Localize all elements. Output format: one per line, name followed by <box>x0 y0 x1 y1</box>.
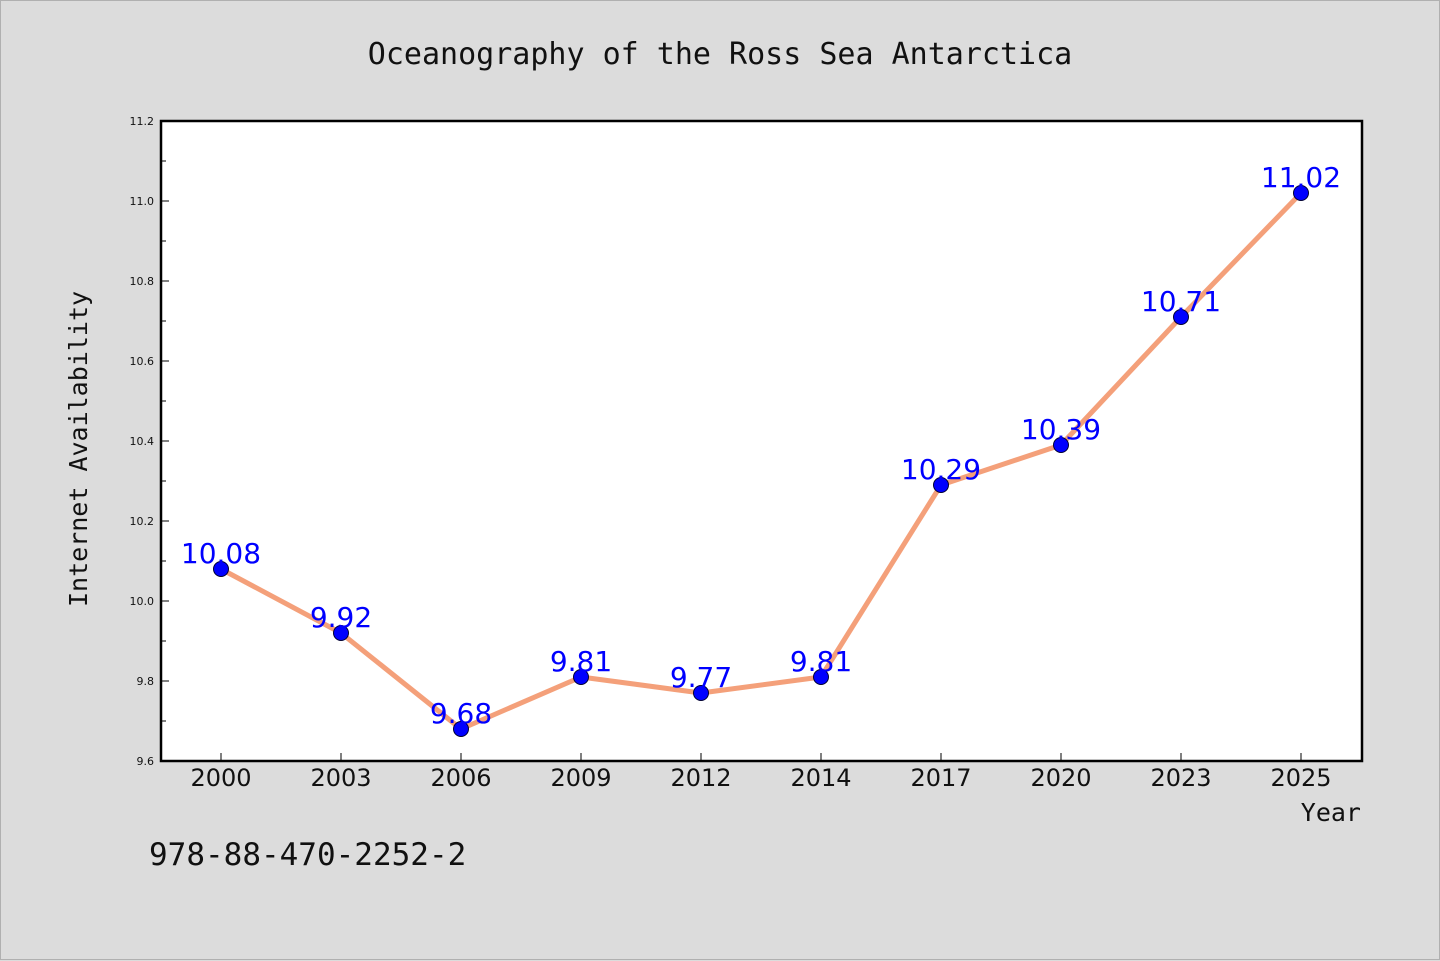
data-point[interactable] <box>813 669 829 685</box>
x-tick-label: 2003 <box>310 764 371 792</box>
data-point[interactable] <box>693 685 709 701</box>
x-tick-label: 2000 <box>190 764 251 792</box>
data-label: 10.08 <box>181 537 261 570</box>
y-axis-label: Internet Availability <box>64 291 93 607</box>
plot-area <box>159 119 1364 763</box>
x-tick-label: 2006 <box>430 764 491 792</box>
series-line <box>218 190 1304 732</box>
y-tick-label: 11.0 <box>130 195 155 208</box>
series-line-group <box>218 190 1304 732</box>
data-point[interactable] <box>933 477 949 493</box>
data-point[interactable] <box>573 669 589 685</box>
data-label: 9.81 <box>790 645 852 678</box>
data-label: 9.77 <box>670 661 732 694</box>
data-point[interactable] <box>1053 437 1069 453</box>
x-tick-label: 2017 <box>910 764 971 792</box>
y-tick-label: 10.6 <box>130 355 155 368</box>
y-axis: 9.6 9.8 10.0 10.2 10.4 10.6 10.8 11.0 11.2 <box>130 115 169 768</box>
y-tick-label: 10.2 <box>130 515 155 528</box>
x-axis-label: Year <box>1301 798 1361 827</box>
data-label: 11.02 <box>1261 161 1341 194</box>
data-point[interactable] <box>213 561 229 577</box>
isbn-footnote: 978-88-470-2252-2 <box>149 837 466 873</box>
x-tick-label: 2020 <box>1030 764 1091 792</box>
x-tick-label: 2014 <box>790 764 851 792</box>
data-point[interactable] <box>333 625 349 641</box>
x-tick-label: 2025 <box>1270 764 1331 792</box>
x-tick-label: 2012 <box>670 764 731 792</box>
x-axis: 2000 2003 2006 2009 2012 2014 2017 2020 2023 2025 <box>190 753 1332 792</box>
data-point[interactable] <box>1173 309 1189 325</box>
y-tick-label: 10.0 <box>130 595 155 608</box>
series-markers <box>213 185 1309 737</box>
x-tick-label: 2009 <box>550 764 611 792</box>
data-label: 10.29 <box>901 453 981 486</box>
y-tick-label: 9.8 <box>137 675 155 688</box>
data-point[interactable] <box>1293 185 1309 201</box>
y-tick-label: 10.8 <box>130 275 155 288</box>
data-labels: 10.08 9.92 9.68 9.81 9.77 9.81 10.29 10.39 10.71… <box>181 161 1341 730</box>
data-label: 9.92 <box>310 601 372 634</box>
data-label: 9.68 <box>430 697 492 730</box>
y-tick-label: 10.4 <box>130 435 155 448</box>
x-tick-label: 2023 <box>1150 764 1211 792</box>
y-tick-label: 9.6 <box>137 755 155 768</box>
data-label: 10.71 <box>1141 285 1221 318</box>
data-label: 9.81 <box>550 645 612 678</box>
data-point[interactable] <box>453 721 469 737</box>
data-label: 10.39 <box>1021 413 1101 446</box>
y-tick-label: 11.2 <box>130 115 155 128</box>
chart-title: Oceanography of the Ross Sea Antarctica <box>368 37 1072 72</box>
